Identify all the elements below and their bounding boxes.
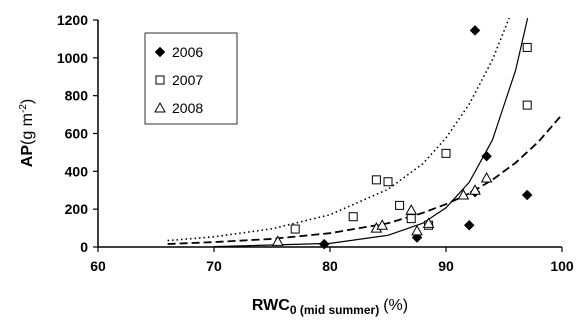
legend-label-2008: 2008: [172, 100, 203, 116]
data-point-2006: [469, 25, 481, 36]
data-point-2007: [371, 175, 381, 185]
data-points: [271, 25, 533, 250]
data-point-2007: [348, 212, 358, 222]
data-point-2008: [405, 204, 418, 215]
y-tick-label: 400: [65, 163, 89, 179]
data-point-2007: [522, 100, 532, 110]
fit-curves: [167, 18, 562, 247]
legend-label-2006: 2006: [172, 44, 203, 60]
data-point-2007: [406, 214, 416, 224]
y-tick-label: 1200: [57, 12, 88, 28]
data-point-2008: [469, 184, 481, 195]
data-point-2007: [395, 200, 405, 210]
x-axis-title: RWC0 (mid summer) (%): [252, 297, 408, 317]
data-point-2006: [481, 150, 492, 162]
x-tick-label: 70: [206, 258, 222, 274]
data-point-2008: [376, 219, 389, 230]
fit-curve-2008: [167, 114, 562, 245]
data-point-2007: [522, 42, 532, 52]
legend-marker-2008: [154, 101, 166, 113]
data-point-2006: [463, 219, 475, 231]
x-tick-label: 100: [550, 258, 574, 274]
data-point-2007: [290, 224, 300, 234]
fit-curve-2006: [213, 18, 529, 247]
data-point-2008: [422, 217, 435, 228]
x-tick-label: 90: [438, 258, 454, 274]
y-tick-label: 0: [80, 239, 88, 255]
data-point-2008: [271, 235, 284, 246]
data-point-2008: [480, 171, 493, 183]
legend: 2006 2007 2008: [144, 32, 238, 125]
data-point-2008: [411, 224, 423, 236]
y-tick-label: 800: [65, 88, 89, 104]
fit-curve-2007: [167, 18, 511, 242]
legend-marker-2006: [154, 46, 166, 58]
legend-marker-2007: [155, 75, 165, 85]
y-tick-label: 1000: [57, 50, 88, 66]
y-tick-label: 200: [65, 201, 89, 217]
data-point-2006: [521, 189, 533, 201]
data-point-2008: [457, 188, 470, 200]
data-point-2007: [383, 177, 393, 187]
data-point-2006: [318, 238, 330, 250]
legend-label-2007: 2007: [172, 72, 203, 88]
data-point-2007: [441, 148, 451, 158]
y-axis-title: AP(g m-2): [18, 99, 36, 167]
x-tick-label: 80: [322, 258, 338, 274]
y-tick-label: 600: [65, 126, 89, 142]
x-tick-label: 60: [90, 258, 106, 274]
